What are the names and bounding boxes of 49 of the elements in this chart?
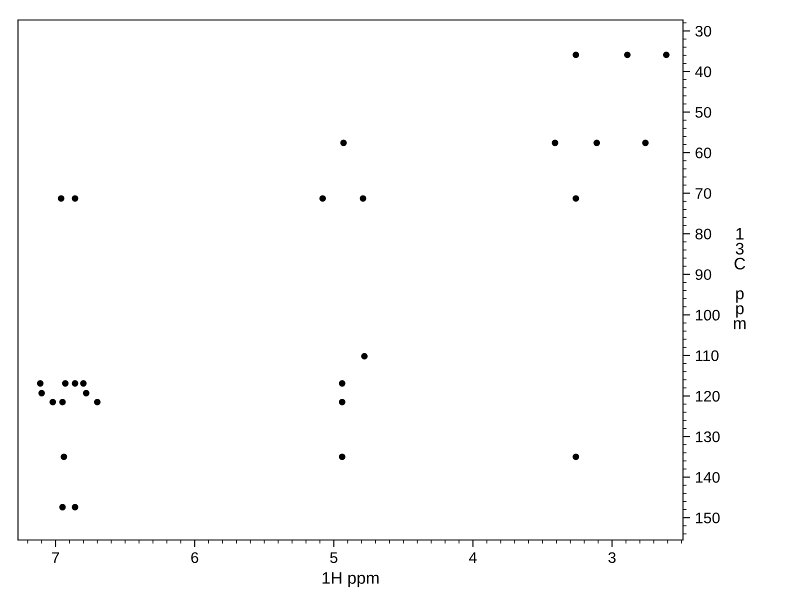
point	[340, 140, 347, 146]
point	[58, 195, 64, 202]
y-tick-label: 110	[696, 350, 719, 362]
point	[37, 380, 44, 387]
y-tick-label: 80	[695, 228, 712, 240]
y-tick-label: 150	[696, 512, 720, 524]
y-tick-label: 30	[695, 26, 712, 37]
point	[319, 195, 326, 202]
y-tick-label: 90	[696, 269, 712, 280]
point	[38, 390, 45, 396]
y-tick-label: 50	[695, 106, 712, 118]
point	[572, 195, 580, 202]
point	[72, 195, 78, 202]
point	[593, 140, 600, 146]
text: 13C ppm	[734, 228, 746, 330]
point	[338, 380, 346, 387]
x-tick-label: 4	[469, 552, 477, 563]
point	[94, 398, 101, 406]
y-tick-label: 140	[696, 472, 720, 483]
y-tick-label: 60	[696, 148, 712, 158]
x-tick-label: 3	[608, 552, 616, 564]
point	[59, 504, 66, 510]
point	[82, 390, 90, 396]
y-tick-label: 70	[696, 188, 712, 199]
y-tick-label: 100	[696, 310, 720, 321]
point	[552, 140, 558, 146]
point	[338, 454, 346, 460]
x-tick-label: 5	[330, 552, 338, 564]
point	[624, 52, 631, 58]
point	[72, 380, 78, 387]
point	[50, 398, 56, 406]
point	[572, 52, 580, 58]
point	[62, 380, 69, 387]
y-tick-label: 120	[696, 390, 720, 402]
x-tick-label: 6	[191, 552, 198, 564]
point	[642, 140, 649, 146]
point	[80, 380, 87, 387]
point	[72, 504, 78, 510]
x-axis-title: 1H ppm	[322, 572, 379, 588]
point	[59, 398, 66, 406]
point	[663, 52, 670, 58]
point	[60, 454, 68, 460]
point	[572, 454, 580, 460]
point	[360, 195, 366, 202]
point	[338, 398, 346, 406]
y-tick-label: 130	[696, 431, 720, 442]
y-tick-label: 40	[695, 66, 712, 78]
x-tick-label: 7	[52, 552, 60, 563]
point	[361, 353, 368, 360]
